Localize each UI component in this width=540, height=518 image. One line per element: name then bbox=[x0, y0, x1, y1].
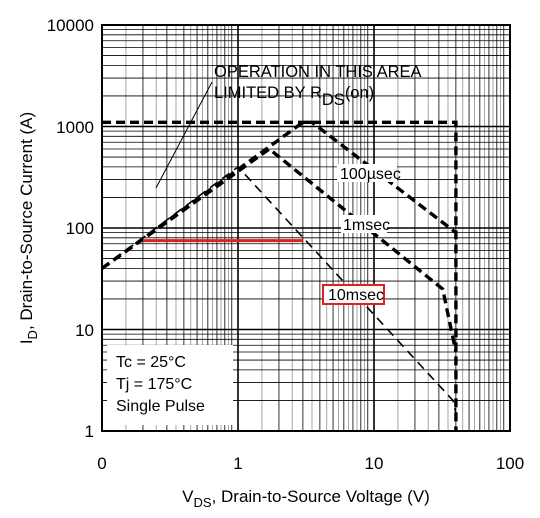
y-tick-label: 100 bbox=[66, 219, 94, 238]
x-axis-label-main: V bbox=[182, 487, 194, 506]
plot-border bbox=[101, 24, 511, 432]
condition-tc: Tc = 25°C bbox=[116, 354, 186, 371]
x-axis-label-rest: , Drain-to-Source Voltage (V) bbox=[212, 487, 430, 506]
x-tick-label: 10 bbox=[365, 454, 384, 473]
annotation-rds-sub: DS bbox=[322, 91, 345, 109]
y-tick-label: 1 bbox=[85, 422, 94, 441]
condition-tj: Tj = 175°C bbox=[116, 376, 192, 393]
label-100usec-bg bbox=[337, 164, 397, 182]
series-line bbox=[101, 120, 457, 270]
y-tick-label: 10000 bbox=[47, 16, 94, 35]
annotation-rds-suffix: (on) bbox=[345, 84, 374, 102]
y-axis-label-main: I bbox=[17, 339, 36, 344]
series-label-100usec: 100µsec bbox=[340, 166, 401, 183]
label-1msec-bg bbox=[341, 215, 387, 233]
y-axis-label-sub: D bbox=[25, 330, 40, 339]
annotation-line1: OPERATION IN THIS AREA bbox=[214, 63, 422, 81]
x-tick-label: 0 bbox=[97, 454, 106, 473]
annotation-leader-line bbox=[155, 81, 213, 189]
x-tick-label: 1 bbox=[233, 454, 242, 473]
label-10msec-box bbox=[322, 284, 385, 305]
y-axis-label-rest: , Drain-to-Source Current (A) bbox=[17, 112, 36, 330]
annotation-rds-prefix: LIMITED BY R bbox=[214, 84, 322, 102]
series-line bbox=[102, 120, 458, 431]
x-axis-label: VDS, Drain-to-Source Voltage (V) bbox=[182, 487, 430, 510]
series-label-10msec: 10msec bbox=[328, 287, 384, 304]
conditions-box-bg bbox=[107, 345, 233, 425]
grid bbox=[101, 25, 510, 432]
annotation-line2: LIMITED BY RDS(on) bbox=[214, 84, 374, 109]
y-tick-label: 1000 bbox=[56, 118, 94, 137]
y-tick-label: 10 bbox=[75, 321, 94, 340]
x-axis-label-sub: DS bbox=[194, 495, 212, 510]
series-label-1msec: 1msec bbox=[343, 217, 390, 234]
condition-pulse: Single Pulse bbox=[116, 398, 205, 415]
y-axis-label: ID, Drain-to-Source Current (A) bbox=[17, 112, 40, 344]
x-tick-label: 100 bbox=[496, 454, 524, 473]
